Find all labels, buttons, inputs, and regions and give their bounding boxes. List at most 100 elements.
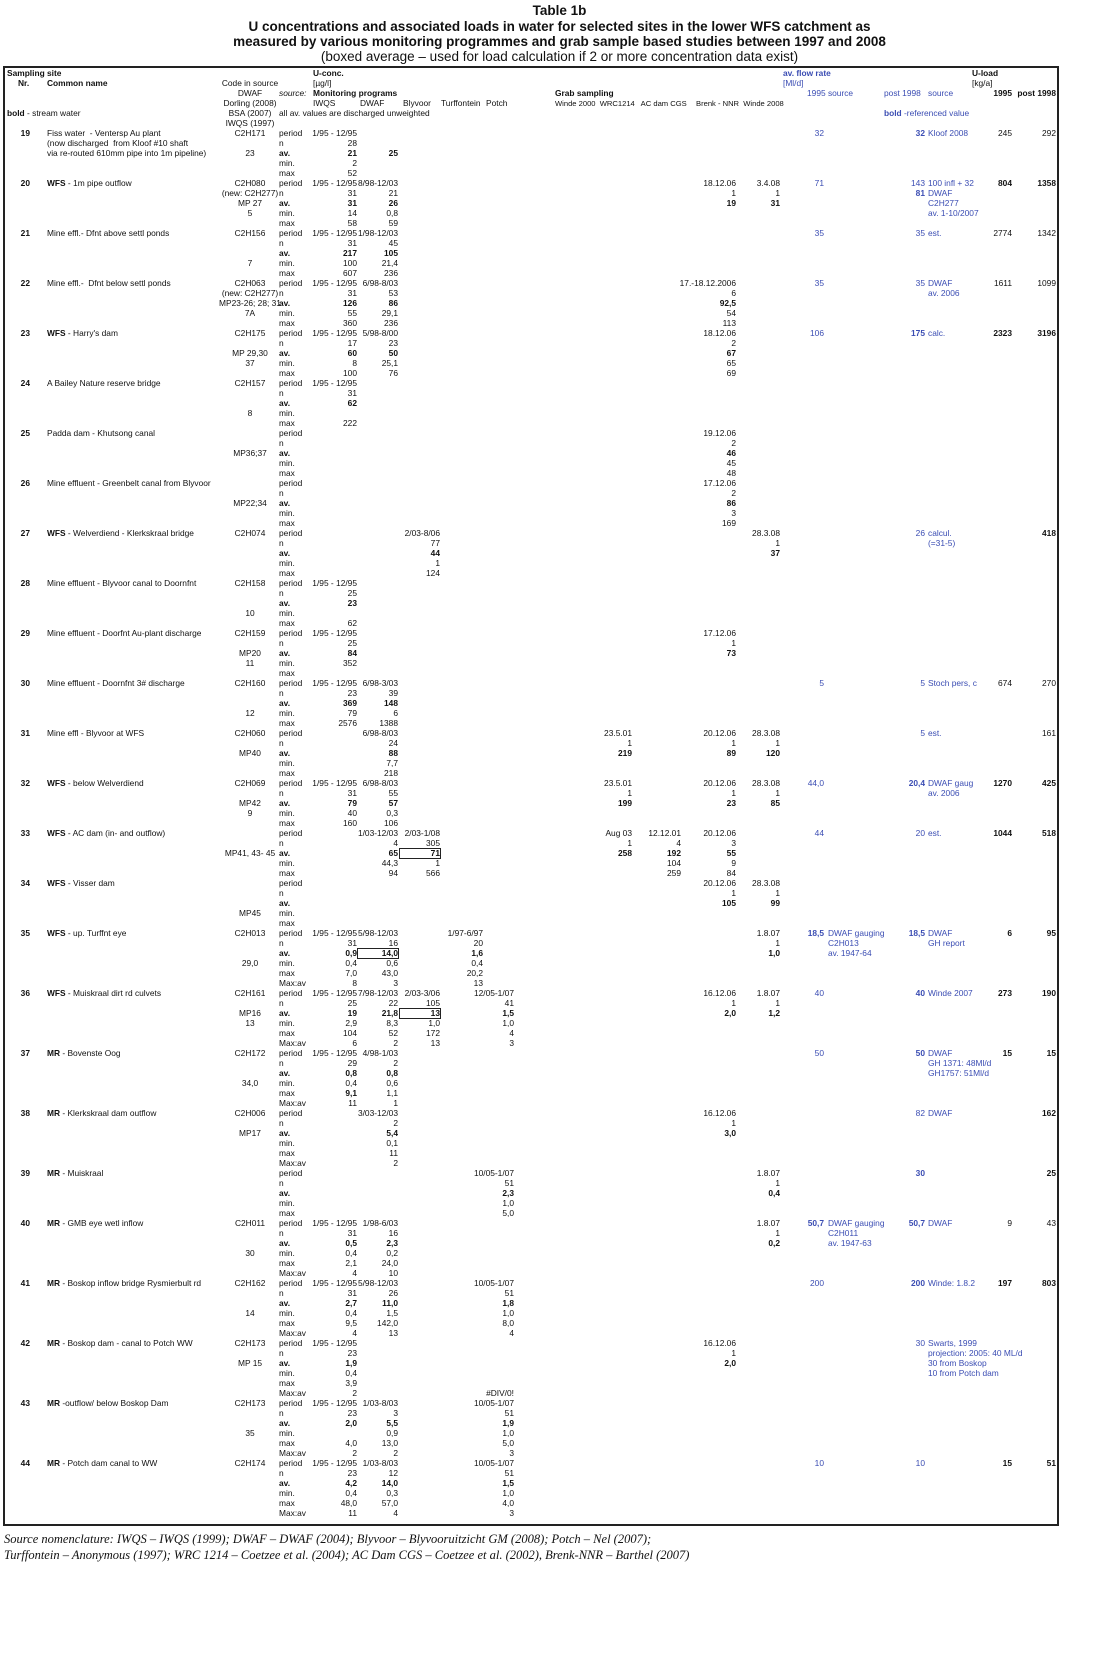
table-row: min. 44,3 1 104 9 [0, 858, 1119, 868]
code-in-source: MP20 [239, 648, 261, 658]
table-row: n 1 1 [0, 888, 1119, 898]
value-iwqs: 17 [347, 338, 357, 348]
header-code: BSA (2007) [228, 108, 272, 118]
value-potch: 1,0 [502, 1198, 514, 1208]
site-name-text: - Boskop dam - canal to Potch WW [60, 1338, 193, 1348]
value-potch: 3 [509, 1448, 514, 1458]
stat-label: max [279, 768, 295, 778]
value-dwaf: 88 [388, 748, 398, 758]
value-iwqs: 8 [352, 978, 357, 988]
value-dwaf: 2 [393, 1158, 398, 1168]
header-monitoring-programs: Monitoring programs [313, 88, 398, 98]
stat-label: max [279, 368, 295, 378]
stat-label: av. [279, 448, 291, 458]
table-row: MP 29,30 av. 60 50 67 [0, 348, 1119, 358]
table-row: n 23 1 projection: 2005: 40 ML/d [0, 1348, 1119, 1358]
table-row: min. 7,7 [0, 758, 1119, 768]
value-iwqs: 2576 [338, 718, 357, 728]
site-number: 33 [20, 828, 30, 838]
site-common-name: MR - Potch dam canal to WW [47, 1458, 157, 1468]
value-iwqs: 1/95 - 12/95 [312, 378, 357, 388]
value-brenk: 3 [731, 838, 736, 848]
site-block: 44 MR - Potch dam canal to WW C2H174 period… [0, 1458, 1119, 1518]
value-potch: 1,8 [502, 1298, 514, 1308]
value-dwaf: 45 [388, 238, 398, 248]
site-name-text: Mine effl.- Dfnt above settl ponds [47, 228, 170, 238]
value-dwaf: 6/98-8/03 [362, 778, 398, 788]
value-f95src: C2H013 [828, 938, 859, 948]
value-fpost: 175 [911, 328, 925, 338]
stat-label: period [279, 678, 303, 688]
stat-label: max [279, 1438, 295, 1448]
value-w2008: 1 [775, 788, 780, 798]
value-iwqs: 25 [347, 638, 357, 648]
value-iwqs: 222 [343, 418, 357, 428]
value-dwaf: 0,8 [386, 1068, 398, 1078]
table-row: 12 min. 79 6 [0, 708, 1119, 718]
value-w2008: 1.8.07 [756, 928, 780, 938]
value-brenk: 69 [726, 368, 736, 378]
value-brenk: 1 [731, 738, 736, 748]
value-potch: 5,0 [502, 1208, 514, 1218]
value-w2000: 199 [618, 798, 632, 808]
value-iwqs: 360 [343, 318, 357, 328]
site-common-name: WFS - 1m pipe outflow [47, 178, 132, 188]
value-lpost: 1099 [1037, 278, 1056, 288]
stat-label: n [279, 1348, 284, 1358]
stat-label: min. [279, 308, 295, 318]
stat-label: av. [279, 948, 291, 958]
table-row: Max:av 8 3 13 [0, 978, 1119, 988]
value-dwaf: 86 [388, 298, 398, 308]
value-w2008: 28.3.08 [752, 878, 780, 888]
site-common-name: WFS - AC dam (in- and outflow) [47, 828, 165, 838]
value-fpost: 5 [920, 728, 925, 738]
value-w2008: 0,4 [768, 1188, 780, 1198]
value-w2008: 28.3.08 [752, 528, 780, 538]
table-row: max 2,1 24,0 [0, 1258, 1119, 1268]
value-dwaf: 13,0 [381, 1438, 398, 1448]
value-w2008: 1.8.07 [756, 1218, 780, 1228]
value-fpostsrc: C2H277 [928, 198, 959, 208]
value-blyvoor: 44 [430, 548, 440, 558]
value-dwaf: 7,7 [386, 758, 398, 768]
stat-label: av. [279, 298, 291, 308]
value-f95src: DWAF gauging [828, 928, 885, 938]
value-dwaf: 4 [393, 838, 398, 848]
site-common-name: WFS - Harry's dam [47, 328, 118, 338]
site-block: 26 Mine effluent - Greenbelt canal from B… [0, 478, 1119, 528]
value-blyvoor: 1 [435, 558, 440, 568]
table-row: 42 MR - Boskop dam - canal to Potch WW C2H… [0, 1338, 1119, 1348]
value-fpost: 40 [915, 988, 925, 998]
river-prefix: WFS [47, 778, 66, 788]
site-number: 27 [20, 528, 30, 538]
value-iwqs: 2 [352, 158, 357, 168]
value-dwaf: 6/98-8/03 [362, 278, 398, 288]
table-row: max 48 [0, 468, 1119, 478]
code-in-source: 37 [245, 358, 255, 368]
value-blyvoor: 1,0 [428, 1018, 440, 1028]
value-iwqs: 28 [347, 138, 357, 148]
value-iwqs: 1/95 - 12/95 [312, 128, 357, 138]
stat-label: period [279, 1168, 303, 1178]
value-brenk: 105 [722, 898, 736, 908]
table-row: max 100 76 69 [0, 368, 1119, 378]
value-w2000: 219 [618, 748, 632, 758]
stat-label: Max:av [279, 1038, 306, 1048]
value-f95src: C2H011 [828, 1228, 859, 1238]
value-w2008: 1 [775, 1178, 780, 1188]
value-w2008: 99 [770, 898, 780, 908]
table-row: av. 2,7 11,0 1,8 [0, 1298, 1119, 1308]
table-row: 8 min. [0, 408, 1119, 418]
stat-label: n [279, 738, 284, 748]
value-l95: 197 [998, 1278, 1012, 1288]
table-row: 29 Mine effluent - Doorfnt Au-plant disch… [0, 628, 1119, 638]
value-lpost: 43 [1046, 1218, 1056, 1228]
value-dwaf: 236 [384, 268, 398, 278]
table-row: n 25 [0, 588, 1119, 598]
header-col-potch: Potch [486, 98, 508, 108]
stat-label: min. [279, 1368, 295, 1378]
value-iwqs: 11 [348, 1098, 357, 1108]
site-name-text: (now discharged from Kloof #10 shaft [47, 138, 189, 148]
site-common-name: MR - Boskop inflow bridge Rysmierbult rd [47, 1278, 201, 1288]
